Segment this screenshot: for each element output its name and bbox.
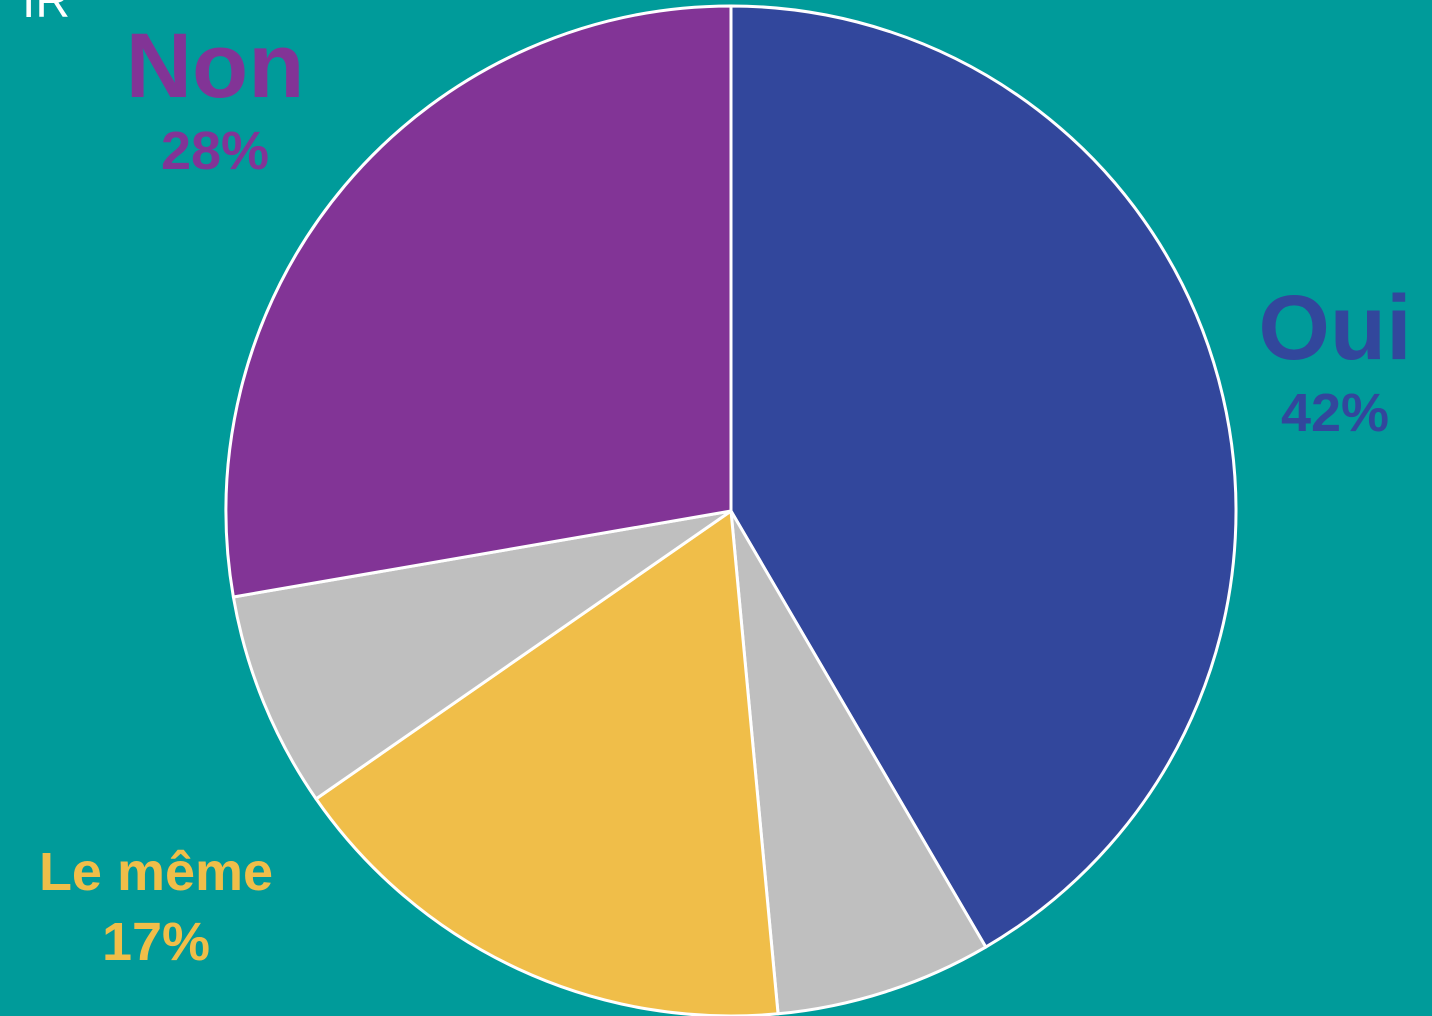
corner-text: IR [22,0,70,28]
label-oui: Oui 42% [1245,282,1425,440]
label-non-percent: 28% [160,121,270,181]
label-non-name: Non [125,15,305,117]
label-le-meme-name: Le même [38,842,274,902]
pie-slice-unlabeled-3 [231,509,733,801]
pie-slice-unlabeled-1 [729,509,988,1016]
label-le-meme: Le même 17% [0,845,312,969]
label-oui-percent: 42% [1280,383,1390,443]
label-oui-name: Oui [1258,277,1412,379]
pie-slice-non [224,4,733,599]
label-non: Non 28% [105,20,325,178]
pie-slice-oui [729,4,1238,949]
label-le-meme-percent: 17% [101,912,211,972]
